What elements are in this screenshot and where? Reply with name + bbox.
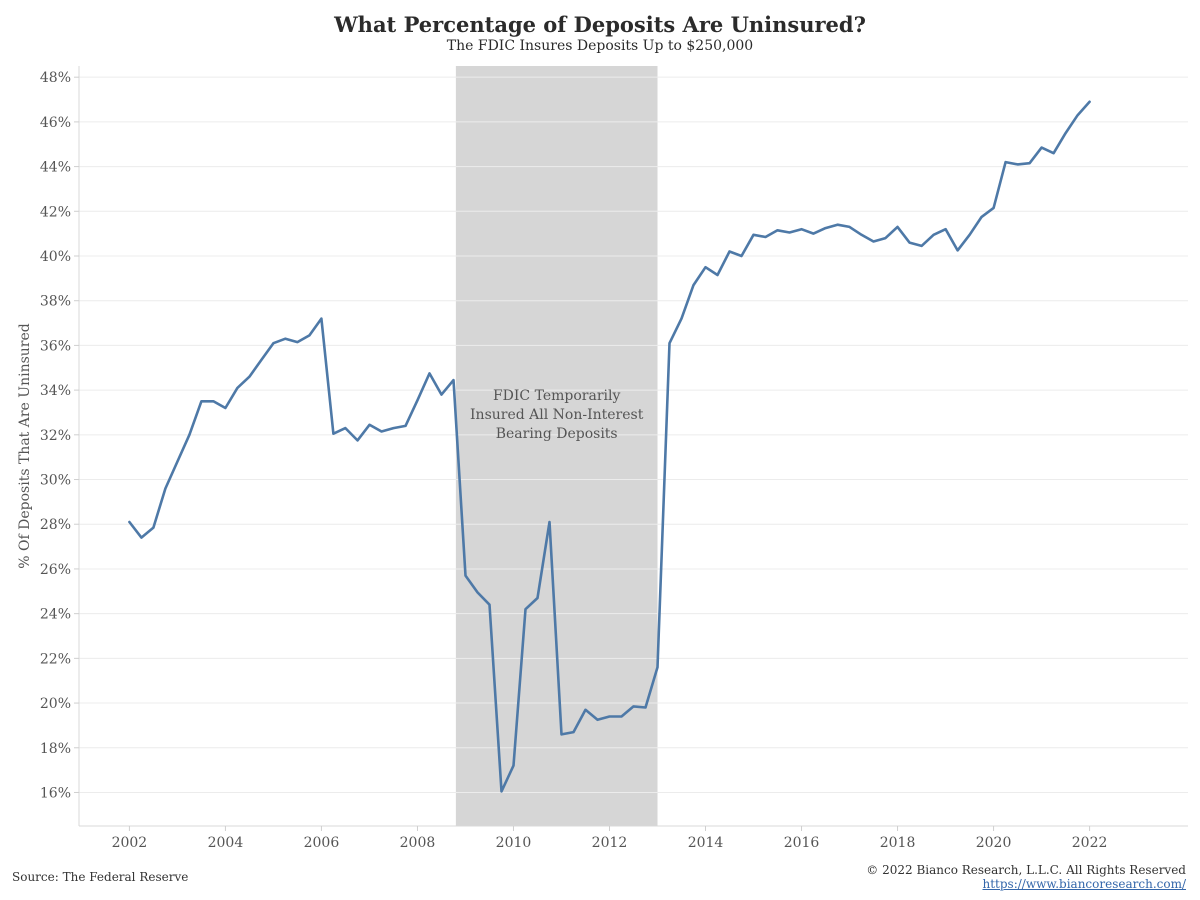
y-tick-label: 36% — [40, 338, 71, 354]
source-note: Source: The Federal Reserve — [12, 870, 189, 884]
x-tick-label: 2010 — [496, 835, 532, 851]
x-tick-label: 2012 — [592, 835, 628, 851]
y-tick-label: 26% — [40, 562, 71, 578]
y-tick-label: 16% — [40, 785, 71, 801]
gridlines — [79, 76, 1188, 793]
x-tick-label: 2022 — [1072, 835, 1108, 851]
chart-subtitle: The FDIC Insures Deposits Up to $250,000 — [446, 38, 754, 54]
x-tick-label: 2002 — [112, 835, 148, 851]
y-tick-label: 32% — [40, 428, 71, 444]
axes — [74, 66, 1188, 831]
y-tick-label: 30% — [40, 473, 71, 489]
x-tick-label: 2018 — [880, 835, 916, 851]
x-tick-label: 2016 — [784, 835, 820, 851]
y-tick-label: 46% — [40, 115, 71, 131]
y-tick-label: 44% — [40, 160, 71, 176]
y-tick-label: 18% — [40, 741, 71, 757]
chart-title: What Percentage of Deposits Are Uninsure… — [334, 12, 866, 37]
x-tick-label: 2014 — [688, 835, 724, 851]
copyright-block: © 2022 Bianco Research, L.L.C. All Right… — [866, 863, 1186, 891]
y-tick-label: 42% — [40, 204, 71, 220]
y-tick-label: 24% — [40, 607, 71, 623]
y-tick-labels: 16% 18% 20% 22% 24% 26% 28% 30% 32% 34% 36% 38% 40% 4… — [40, 70, 71, 801]
shaded-period — [455, 66, 658, 826]
shaded-period-label-line: Insured All Non-Interest — [470, 407, 644, 423]
shaded-period-label-line: Bearing Deposits — [496, 426, 618, 442]
x-tick-label: 2008 — [400, 835, 436, 851]
y-tick-label: 38% — [40, 294, 71, 310]
shaded-period-label-line: FDIC Temporarily — [493, 388, 621, 404]
y-axis-title: % Of Deposits That Are Uninsured — [17, 323, 33, 568]
copyright-text: © 2022 Bianco Research, L.L.C. All Right… — [866, 863, 1186, 877]
shaded-period-annotation: FDIC Temporarily Insured All Non-Interest… — [470, 388, 644, 442]
x-tick-labels: 2002 2004 2006 2008 2010 2012 2014 2016 2018 2020… — [112, 835, 1108, 851]
x-tick-label: 2020 — [976, 835, 1012, 851]
website-link[interactable]: https://www.biancoresearch.com/ — [982, 877, 1186, 891]
y-tick-label: 28% — [40, 517, 71, 533]
y-tick-label: 34% — [40, 383, 71, 399]
y-tick-label: 40% — [40, 249, 71, 265]
x-tick-label: 2004 — [208, 835, 244, 851]
y-tick-label: 48% — [40, 70, 71, 86]
y-tick-label: 20% — [40, 696, 71, 712]
shaded-period-layer — [455, 66, 658, 826]
y-tick-label: 22% — [40, 651, 71, 667]
x-tick-label: 2006 — [304, 835, 340, 851]
series-layer — [128, 100, 1091, 793]
series-line — [128, 100, 1091, 793]
